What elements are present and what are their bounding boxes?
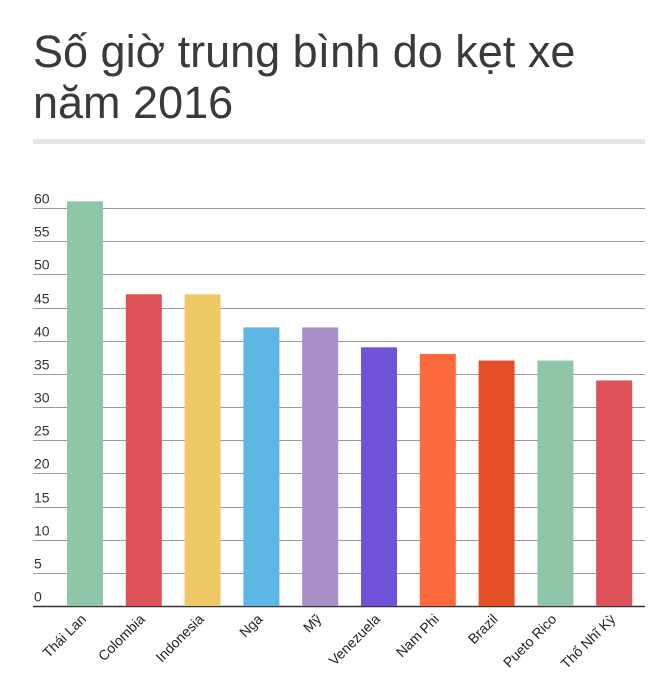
bar (361, 347, 397, 606)
bar (537, 360, 574, 606)
x-tick-label: Pueto Rico (500, 611, 560, 671)
x-tick-label: Thái Lan (39, 611, 89, 661)
bar (596, 380, 633, 606)
y-tick-label: 60 (34, 191, 50, 207)
x-tick-label: Mỹ (300, 611, 325, 636)
bar (67, 201, 103, 606)
bar (184, 294, 221, 606)
bars (67, 201, 633, 606)
bar (243, 327, 280, 606)
x-tick-label: Venezuela (326, 611, 384, 669)
y-tick-label: 30 (34, 390, 50, 406)
x-tick-label: Indonesia (152, 611, 206, 665)
y-tick-label: 20 (34, 456, 50, 472)
chart-title: Số giờ trung bình do kẹt xe năm 2016 (33, 26, 576, 128)
x-tick-label: Brazil (465, 611, 501, 647)
y-tick-label: 5 (34, 556, 42, 572)
x-tick-label: Thổ Nhĩ Kỳ (557, 611, 618, 672)
y-tick-label: 25 (34, 423, 50, 439)
y-tick-label: 50 (34, 257, 50, 273)
x-tick-label: Nam Phi (393, 611, 442, 660)
y-tick-label: 15 (34, 490, 50, 506)
bar (125, 294, 162, 606)
bar (302, 327, 339, 606)
title-divider (33, 139, 645, 144)
y-axis-ticks: 0 5 10 15 20 25 30 35 40 45 50 55 60 (34, 191, 50, 605)
y-tick-label: 35 (34, 357, 50, 373)
x-axis-labels: Thái Lan Colombia Indonesia Nga Mỹ Venezuela N… (39, 611, 618, 672)
y-tick-label: 55 (34, 224, 50, 240)
x-tick-label: Nga (236, 611, 266, 641)
bar (478, 360, 515, 606)
y-tick-label: 40 (34, 324, 50, 340)
bar (419, 353, 456, 606)
y-tick-label: 0 (34, 589, 42, 605)
x-tick-label: Colombia (95, 611, 148, 664)
y-tick-label: 45 (34, 291, 50, 307)
y-tick-label: 10 (34, 523, 50, 539)
